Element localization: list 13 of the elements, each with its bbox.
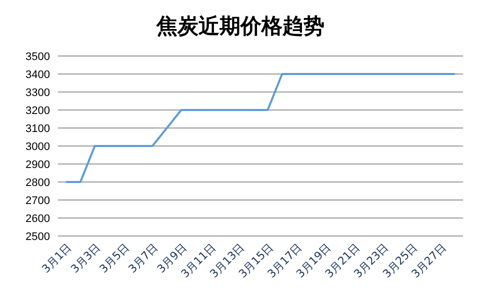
y-tick-label: 2800 xyxy=(26,176,50,189)
line-series xyxy=(65,73,456,183)
y-tick-label: 3200 xyxy=(26,104,50,117)
y-tick-label: 2700 xyxy=(26,194,50,207)
y-tick-label: 3400 xyxy=(26,68,50,81)
y-tick-label: 2900 xyxy=(26,158,50,171)
chart-title: 焦炭近期价格趋势 xyxy=(155,12,326,40)
y-tick-label: 2500 xyxy=(26,230,50,243)
y-tick-label: 3100 xyxy=(26,122,50,135)
y-tick-label: 3000 xyxy=(26,140,50,153)
y-tick-label: 2600 xyxy=(26,212,50,225)
y-tick-label: 3500 xyxy=(26,50,50,63)
y-tick-label: 3300 xyxy=(26,86,50,99)
